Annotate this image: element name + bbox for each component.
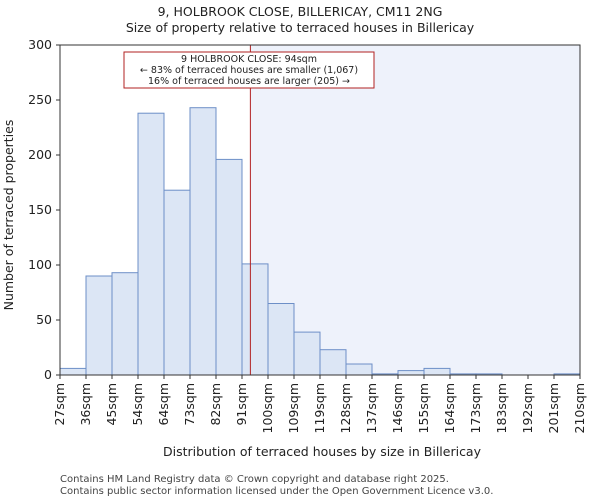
- bar-100sqm: [267, 303, 295, 376]
- bar-128sqm: [345, 363, 373, 376]
- y-tick-label: 300: [28, 37, 52, 52]
- x-tick-label: 64sqm: [156, 383, 171, 426]
- chart-subtitle: Size of property relative to terraced ho…: [126, 20, 475, 35]
- x-tick-label: 192sqm: [520, 383, 535, 433]
- y-tick-label: 150: [28, 202, 52, 217]
- bar-54sqm: [137, 112, 165, 376]
- x-tick-label: 119sqm: [312, 383, 327, 433]
- x-axis-label: Distribution of terraced houses by size …: [163, 444, 482, 459]
- y-tick-label: 50: [36, 312, 52, 327]
- y-axis-ticks: 0 50 100 150 200 250 300: [28, 37, 60, 382]
- bar-73sqm: [189, 107, 217, 376]
- x-tick-label: 164sqm: [442, 383, 457, 433]
- bars: [59, 107, 581, 376]
- x-tick-label: 137sqm: [364, 383, 379, 433]
- x-axis-ticks: 27sqm 36sqm 45sqm 54sqm 64sqm 73sqm 82sqm 91sqm…: [52, 375, 587, 433]
- bar-146sqm: [397, 370, 425, 376]
- footer-line-2: Contains public sector information licen…: [60, 486, 493, 497]
- x-tick-label: 146sqm: [390, 383, 405, 433]
- x-tick-label: 210sqm: [572, 383, 587, 433]
- x-tick-label: 73sqm: [182, 383, 197, 426]
- x-tick-label: 36sqm: [78, 383, 93, 426]
- x-tick-label: 100sqm: [260, 383, 275, 433]
- x-tick-label: 109sqm: [286, 383, 301, 433]
- chart-title: 9, HOLBROOK CLOSE, BILLERICAY, CM11 2NG: [158, 4, 443, 19]
- y-tick-label: 100: [28, 257, 52, 272]
- bar-45sqm: [111, 272, 139, 376]
- y-tick-label: 200: [28, 147, 52, 162]
- x-tick-label: 82sqm: [208, 383, 223, 426]
- x-tick-label: 155sqm: [416, 383, 431, 433]
- x-tick-label: 54sqm: [130, 383, 145, 426]
- y-tick-label: 0: [44, 367, 52, 382]
- bar-91sqm: [241, 263, 269, 376]
- y-tick-label: 250: [28, 92, 52, 107]
- bar-82sqm: [215, 158, 243, 376]
- x-tick-label: 201sqm: [546, 383, 561, 433]
- x-tick-label: 27sqm: [52, 383, 67, 426]
- bar-64sqm: [163, 189, 191, 376]
- y-axis-label: Number of terraced properties: [1, 120, 16, 311]
- annotation-line-1: 9 HOLBROOK CLOSE: 94sqm: [181, 54, 317, 65]
- x-tick-label: 45sqm: [104, 383, 119, 426]
- larger-region-highlight: [250, 45, 580, 375]
- bar-109sqm: [293, 331, 321, 376]
- footer-line-1: Contains HM Land Registry data © Crown c…: [60, 474, 449, 485]
- bar-27sqm: [59, 367, 87, 376]
- annotation-line-2: ← 83% of terraced houses are smaller (1,…: [140, 65, 358, 76]
- x-tick-label: 91sqm: [234, 383, 249, 426]
- x-tick-label: 183sqm: [494, 383, 509, 433]
- annotation-box: [123, 51, 375, 89]
- x-tick-label: 173sqm: [468, 383, 483, 433]
- bar-119sqm: [319, 349, 347, 376]
- bar-36sqm: [85, 275, 113, 376]
- annotation-line-3: 16% of terraced houses are larger (205) …: [148, 76, 350, 87]
- x-tick-label: 128sqm: [338, 383, 353, 433]
- bar-155sqm: [423, 367, 451, 376]
